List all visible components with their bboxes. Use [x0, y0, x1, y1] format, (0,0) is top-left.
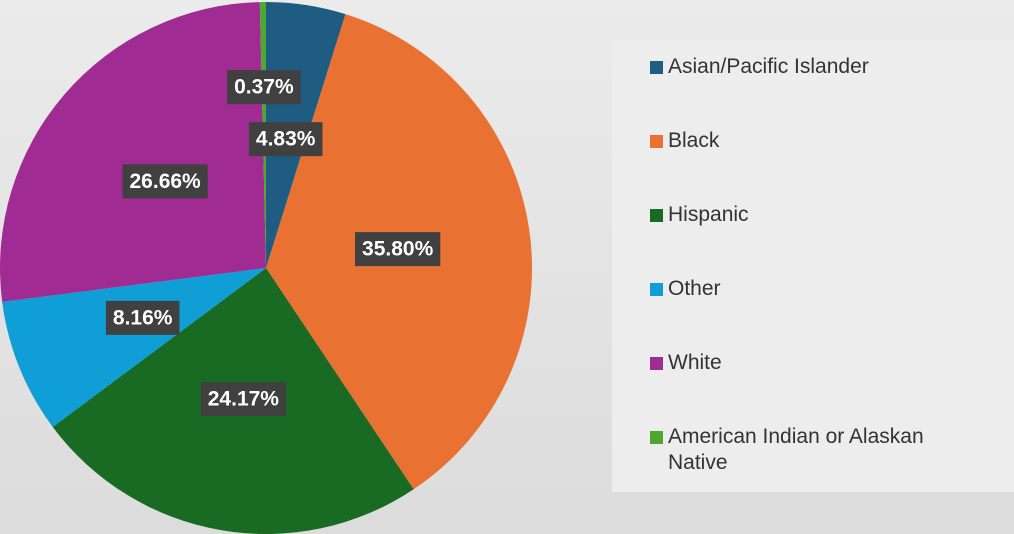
legend-item: Black: [650, 128, 1014, 202]
data-label-box: [122, 164, 208, 199]
data-label-text: 26.66%: [130, 170, 202, 193]
legend-label: Other: [668, 277, 721, 300]
legend-label: White: [668, 351, 722, 374]
legend-item: White: [650, 350, 1014, 424]
data-label-text: 4.83%: [256, 128, 316, 151]
legend-label: Hispanic: [668, 203, 749, 226]
legend-swatch: [650, 357, 663, 370]
data-label: 0.37%: [227, 70, 301, 105]
legend-swatch: [650, 431, 663, 444]
data-label-text: 0.37%: [234, 76, 294, 99]
data-label-text: 35.80%: [362, 238, 434, 261]
legend-item: Asian/Pacific Islander: [650, 54, 1014, 128]
legend: Asian/Pacific Islander Black Hispanic Other…: [612, 40, 1014, 492]
data-label: 35.80%: [355, 232, 441, 267]
legend-swatch: [650, 283, 663, 296]
legend-swatch: [650, 61, 663, 74]
data-label: 24.17%: [200, 382, 286, 417]
legend-swatch: [650, 135, 663, 148]
data-label-box: [248, 122, 323, 157]
pie-slice: [2, 268, 266, 427]
legend-label: Asian/Pacific Islander: [668, 55, 869, 78]
data-label-text: 24.17%: [208, 388, 280, 411]
data-label-box: [105, 300, 180, 335]
legend-item: American Indian or Alaskan Native: [650, 424, 1014, 498]
legend-item: Hispanic: [650, 202, 1014, 276]
legend-label: American Indian or Alaskan Native: [668, 425, 924, 474]
data-label: 26.66%: [122, 164, 208, 199]
data-label-box: [227, 70, 301, 105]
pie-slice: [0, 2, 266, 302]
data-label: 4.83%: [248, 122, 323, 157]
legend-label: Black: [668, 129, 720, 152]
data-label-box: [200, 382, 286, 417]
data-label-box: [355, 232, 441, 267]
data-label: 8.16%: [105, 300, 180, 335]
legend-swatch: [650, 209, 663, 222]
data-label-text: 8.16%: [113, 306, 173, 329]
legend-item: Other: [650, 276, 1014, 350]
